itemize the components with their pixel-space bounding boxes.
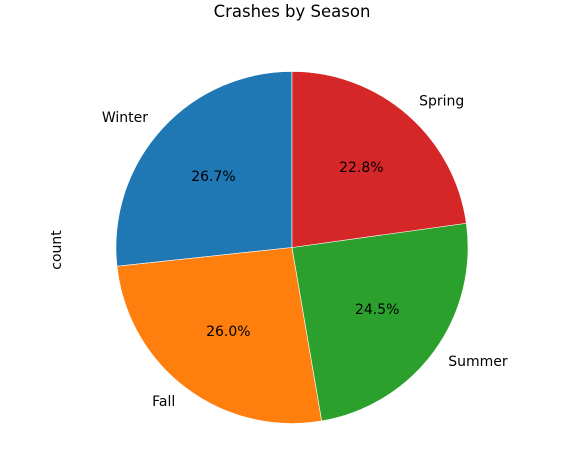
chart-title: Crashes by Season (214, 2, 371, 21)
pct-label-spring: 22.8% (339, 160, 383, 176)
y-axis-label: count (49, 230, 65, 270)
slice-label-winter: Winter (102, 110, 148, 126)
pie-slice-spring (291, 71, 467, 248)
pie-labels: 26.7% Winter 26.0% Fall 24.5% Summer 22.8% Spri… (102, 93, 508, 409)
slice-label-fall: Fall (152, 394, 175, 410)
pie-slices (115, 71, 469, 424)
pie-slice-winter (115, 71, 293, 267)
slice-label-spring: Spring (419, 93, 464, 109)
pct-label-fall: 26.0% (206, 324, 250, 340)
pct-label-summer: 24.5% (355, 302, 399, 318)
pie-slice-fall (116, 247, 323, 424)
slice-label-summer: Summer (448, 354, 508, 370)
pct-label-winter: 26.7% (191, 169, 235, 185)
pie-slice-summer (291, 222, 469, 422)
